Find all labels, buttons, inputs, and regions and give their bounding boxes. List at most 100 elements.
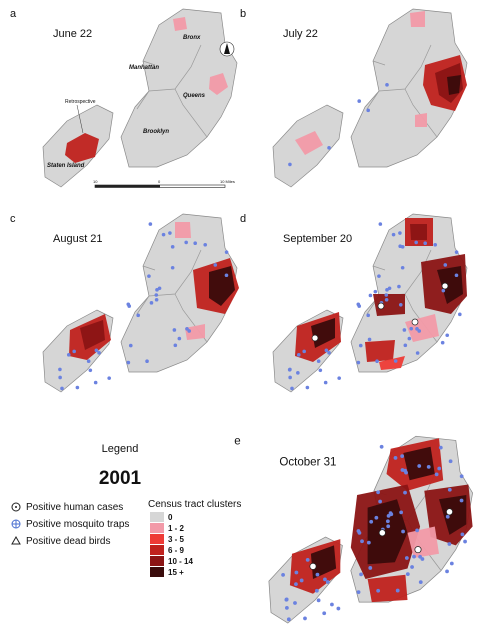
mosquito-trap <box>356 529 361 533</box>
borough-label: Staten Island <box>47 163 85 169</box>
mosquito-trap <box>409 326 414 331</box>
cluster-area <box>403 446 435 481</box>
mosquito-trap <box>399 510 404 515</box>
cluster-area <box>310 545 337 579</box>
mosquito-trap <box>448 459 453 464</box>
mosquito-trap <box>149 301 154 305</box>
mosquito-trap <box>145 359 149 364</box>
legend-swatch <box>150 567 164 577</box>
mosquito-trap <box>463 539 467 544</box>
clusters-title: Census tract clusters <box>148 499 241 510</box>
mosquito-trap <box>336 606 341 611</box>
mosquito-trap <box>172 328 177 332</box>
panel-letter: d <box>240 213 246 225</box>
mosquito-trap <box>327 351 331 355</box>
mosquito-trap <box>296 371 300 375</box>
mosquito-trap <box>193 241 198 246</box>
map-panel: e October 31 <box>234 436 473 624</box>
mosquito-trap <box>284 597 289 602</box>
mosquito-trap <box>400 468 405 472</box>
cluster-area <box>185 324 205 340</box>
mosquito-trap <box>415 528 420 533</box>
mosquito-trap <box>438 445 443 450</box>
mosquito-trap <box>325 580 330 584</box>
mosquito-trap <box>403 490 407 495</box>
mosquito-trap <box>402 328 407 332</box>
mosquito-trap <box>58 375 62 380</box>
mosquito-trap <box>126 302 131 307</box>
mosquito-trap <box>458 312 462 317</box>
cluster-area <box>173 17 187 31</box>
mosquito-trap <box>385 519 390 524</box>
legend-class-label: 15 + <box>168 568 184 577</box>
cluster-area <box>415 113 427 127</box>
mosquito-trap <box>299 578 304 583</box>
mosquito-trap <box>177 336 182 341</box>
mosquito-trap <box>296 353 301 357</box>
mosquito-trap <box>168 231 172 235</box>
borough-label: Queens <box>183 93 206 99</box>
mosquito-trap <box>369 519 374 524</box>
mosquito-trap <box>433 242 438 247</box>
mosquito-trap <box>88 368 93 373</box>
mosquito-trap <box>93 380 98 385</box>
mosquito-trap <box>224 250 229 254</box>
symbol-label: Positive mosquito traps <box>26 519 129 530</box>
mosquito-trap <box>161 232 166 237</box>
mosquito-trap <box>337 376 341 380</box>
mosquito-trap <box>393 359 398 363</box>
mosquito-trap <box>72 349 76 354</box>
mosquito-trap <box>379 444 384 449</box>
mosquito-trap <box>287 367 292 372</box>
human-case <box>377 302 385 310</box>
mosquito-trap <box>437 466 442 471</box>
mosquito-trap <box>148 222 153 226</box>
mosquito-trap <box>294 582 298 586</box>
cluster-area <box>410 11 425 27</box>
mosquito-trap <box>147 274 151 278</box>
mosquito-trap <box>359 572 363 577</box>
cluster-area <box>439 495 467 535</box>
mosquito-trap <box>316 359 321 363</box>
legend-class-label: 10 - 14 <box>168 557 193 566</box>
panel-letter: c <box>10 213 16 225</box>
cluster-area <box>367 574 408 603</box>
mosquito-trap <box>398 231 402 235</box>
human-case <box>414 546 422 554</box>
mosquito-trap <box>415 327 419 331</box>
human-case <box>445 508 454 516</box>
mosquito-trap <box>318 368 323 373</box>
cluster-area <box>367 499 408 565</box>
mosquito-trap <box>203 242 208 247</box>
legend-swatch <box>150 523 164 533</box>
mosquito-trap <box>126 360 131 365</box>
mosquito-trap <box>387 286 392 291</box>
mosquito-trap <box>288 375 292 380</box>
mosquito-trap <box>357 99 362 103</box>
mosquito-trap <box>184 240 188 245</box>
map-panel: b July 22 <box>240 8 468 188</box>
legend-class-label: 6 - 9 <box>168 546 185 555</box>
borough-label: Bronx <box>183 35 201 41</box>
mosquito-trap <box>434 472 439 477</box>
map-panel: d September 20 <box>240 213 468 393</box>
mosquito-trap <box>415 351 420 355</box>
mosquito-trap <box>356 590 361 595</box>
mosquito-trap <box>440 340 445 345</box>
annotation: Retrospective <box>65 99 96 105</box>
mosquito-trap <box>445 569 449 574</box>
mosquito-trap <box>316 598 321 603</box>
legend-swatch <box>150 512 164 522</box>
human-case <box>309 562 317 570</box>
mosquito-trap <box>417 464 422 468</box>
mosquito-trap <box>170 265 175 270</box>
human-case <box>311 334 319 342</box>
mosquito-trap <box>400 265 405 270</box>
mosquito-trap <box>366 540 371 545</box>
mosquito-trap <box>327 146 331 150</box>
mosquito-trap <box>366 108 370 113</box>
mosquito-trap <box>388 511 393 515</box>
panel-date: September 20 <box>283 233 352 245</box>
mosquito-trap <box>284 605 289 610</box>
